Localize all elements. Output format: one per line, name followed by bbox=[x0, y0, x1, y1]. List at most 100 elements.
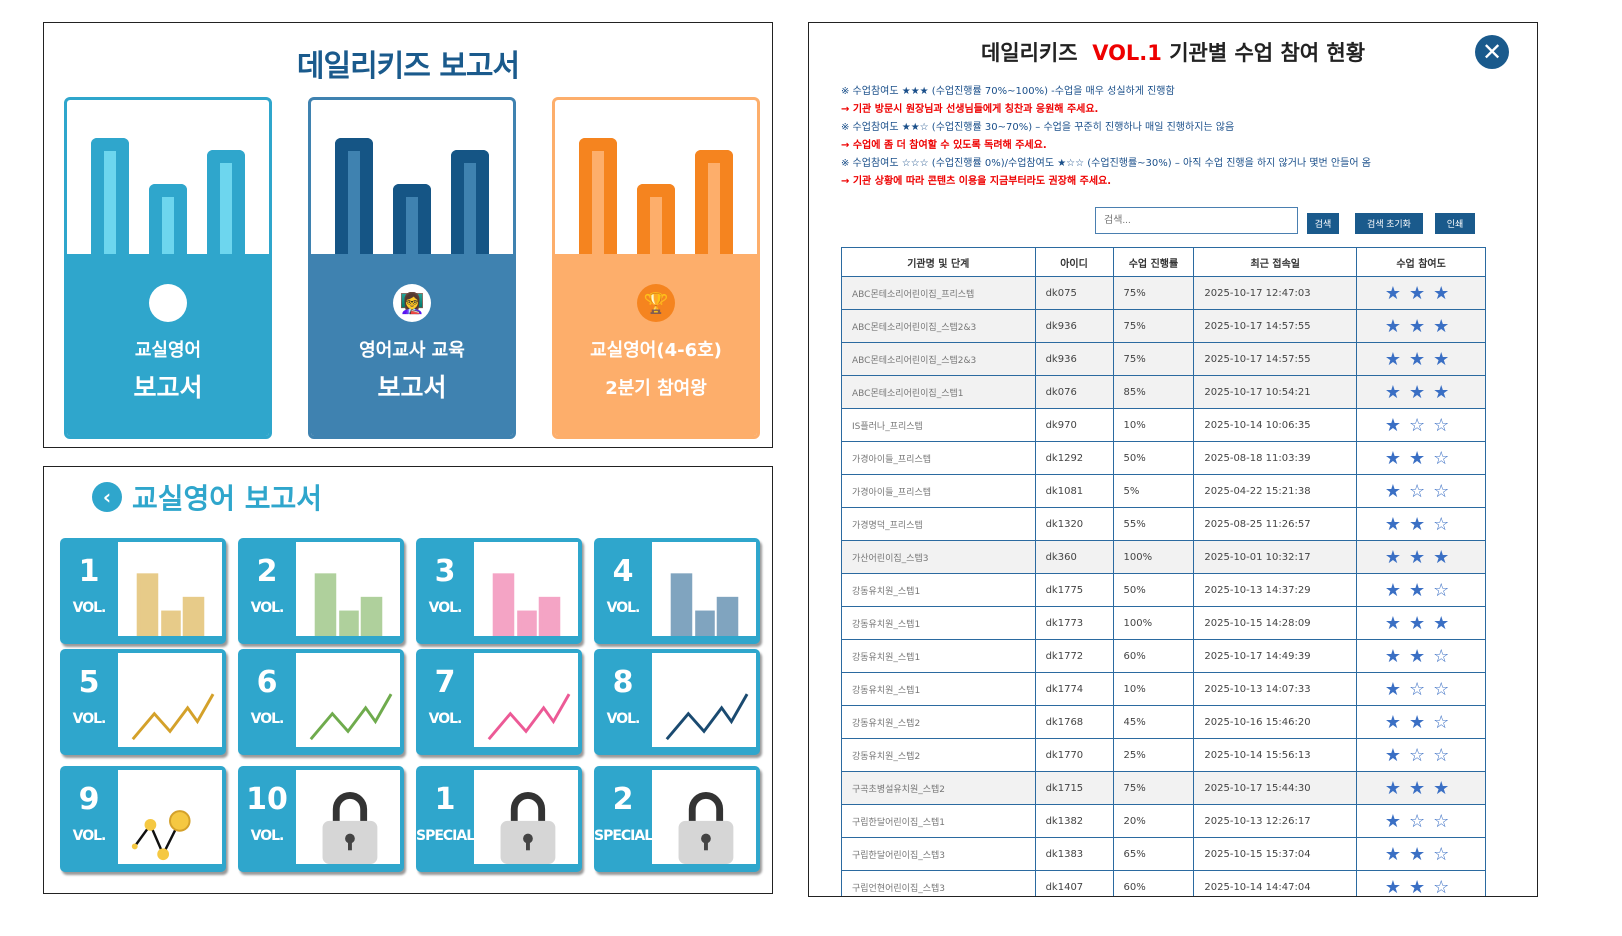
star-filled-icon: ★ bbox=[1408, 447, 1434, 469]
column-header[interactable]: 최근 접속일 bbox=[1193, 247, 1358, 277]
star-empty-icon: ☆ bbox=[1408, 678, 1434, 700]
volume-tile[interactable]: 8 VOL. bbox=[594, 649, 760, 755]
progress: 85% bbox=[1112, 375, 1195, 409]
line-chart-icon bbox=[296, 653, 400, 747]
institution-name: 강동유치원_스텝2 bbox=[841, 738, 1036, 772]
search-input[interactable] bbox=[1095, 207, 1298, 234]
card-label-line2: 2분기 참여왕 bbox=[605, 378, 707, 399]
last-access: 2025-10-15 14:28:09 bbox=[1193, 606, 1358, 640]
participation-stars: ★☆☆ bbox=[1356, 474, 1486, 508]
star-filled-icon: ★ bbox=[1384, 282, 1409, 304]
tile-label: VOL. bbox=[606, 600, 641, 616]
reset-search-button[interactable]: 검색 초기화 bbox=[1355, 213, 1423, 234]
report-card[interactable]: 🖥 교실영어 보고서 bbox=[64, 97, 272, 439]
institution-name: ABC몬테소리어린이집_스텝2&3 bbox=[841, 309, 1036, 343]
star-filled-icon: ★ bbox=[1433, 546, 1458, 568]
volume-tile[interactable]: 2 VOL. bbox=[238, 538, 404, 644]
star-filled-icon: ★ bbox=[1384, 876, 1409, 897]
institution-name: 구립한달어린이집_스텝3 bbox=[841, 837, 1036, 871]
star-filled-icon: ★ bbox=[1384, 777, 1409, 799]
volume-tile[interactable]: 4 VOL. bbox=[594, 538, 760, 644]
bar-chart-icon bbox=[474, 542, 578, 636]
tile-number: 3 bbox=[434, 554, 456, 589]
bar-chart-icon bbox=[118, 542, 222, 636]
card-label-line2: 보고서 bbox=[377, 373, 447, 402]
lock-icon bbox=[652, 770, 756, 864]
institution-name: 구립한달어린이집_스텝1 bbox=[841, 804, 1036, 838]
note-criteria: ※ 수업참여도 ★★★ (수업진행률 70%~100%) -수업을 매우 성실하… bbox=[841, 86, 1175, 97]
back-chevron-icon[interactable]: ‹ bbox=[92, 482, 122, 512]
participation-stars: ★★☆ bbox=[1356, 705, 1486, 739]
star-filled-icon: ★ bbox=[1408, 513, 1434, 535]
status-title: 데일리키즈 VOL.1 기관별 수업 참여 현황 bbox=[809, 37, 1537, 67]
star-empty-icon: ☆ bbox=[1433, 711, 1458, 733]
table-row: 구곡초병설유치원_스텝2 dk1715 75% 2025-10-17 15:44:30… bbox=[841, 771, 1486, 805]
institution-name: 구립언현어린이집_스텝3 bbox=[841, 870, 1036, 896]
progress: 60% bbox=[1112, 870, 1195, 896]
table-row: 가산어린이집_스텝3 dk360 100% 2025-10-01 10:32:17 ★★… bbox=[841, 540, 1486, 574]
progress: 55% bbox=[1112, 507, 1195, 541]
star-filled-icon: ★ bbox=[1408, 546, 1434, 568]
progress: 25% bbox=[1112, 738, 1195, 772]
participation-stars: ★★★ bbox=[1356, 309, 1486, 343]
search-button[interactable]: 검색 bbox=[1307, 213, 1339, 234]
last-access: 2025-10-17 10:54:21 bbox=[1193, 375, 1358, 409]
title-suffix: 기관별 수업 참여 현황 bbox=[1169, 41, 1366, 65]
volume-tile[interactable]: 1 VOL. bbox=[60, 538, 226, 644]
close-icon[interactable]: ✕ bbox=[1475, 35, 1509, 69]
user-id: dk1772 bbox=[1034, 639, 1114, 673]
star-filled-icon: ★ bbox=[1384, 744, 1409, 766]
star-filled-icon: ★ bbox=[1384, 414, 1409, 436]
tile-number: 6 bbox=[256, 665, 278, 700]
institution-name: 강동유치원_스텝1 bbox=[841, 573, 1036, 607]
bar bbox=[91, 138, 129, 254]
last-access: 2025-10-14 14:47:04 bbox=[1193, 870, 1358, 896]
column-header[interactable]: 수업 진행률 bbox=[1112, 247, 1195, 277]
user-id: dk1320 bbox=[1034, 507, 1114, 541]
star-filled-icon: ★ bbox=[1408, 282, 1434, 304]
tile-label: VOL. bbox=[428, 600, 463, 616]
star-empty-icon: ☆ bbox=[1408, 480, 1434, 502]
table-row: 강동유치원_스텝1 dk1775 50% 2025-10-13 14:37:29 ★★☆ bbox=[841, 573, 1486, 607]
bar bbox=[335, 138, 373, 254]
progress: 45% bbox=[1112, 705, 1195, 739]
bar-chart-icon bbox=[652, 542, 756, 636]
tile-label: VOL. bbox=[428, 711, 463, 727]
section-header: ‹ 교실영어 보고서 bbox=[92, 477, 322, 517]
bar-chart-graphic bbox=[555, 100, 757, 254]
star-empty-icon: ☆ bbox=[1408, 744, 1434, 766]
bar-chart-graphic bbox=[311, 100, 513, 254]
column-header[interactable]: 아이디 bbox=[1034, 247, 1114, 277]
table-row: ABC몬테소리어린이집_스텝1 dk076 85% 2025-10-17 10:54:… bbox=[841, 375, 1486, 409]
volume-tile[interactable]: 10 VOL. bbox=[238, 766, 404, 872]
volume-tile[interactable]: 7 VOL. bbox=[416, 649, 582, 755]
volume-tile[interactable]: 5 VOL. bbox=[60, 649, 226, 755]
report-home-panel: 데일리키즈 보고서 🖥 교실영어 보고서 👩‍🏫 영어교사 교육 보고서 🏆 교실영어(4-6… bbox=[43, 22, 773, 448]
volume-tile[interactable]: 1 SPECIAL bbox=[416, 766, 582, 872]
user-id: dk1768 bbox=[1034, 705, 1114, 739]
report-card[interactable]: 🏆 교실영어(4-6호) 2분기 참여왕 bbox=[552, 97, 760, 439]
bar bbox=[451, 150, 489, 254]
tile-label: VOL. bbox=[606, 711, 641, 727]
participation-stars: ★☆☆ bbox=[1356, 738, 1486, 772]
progress: 50% bbox=[1112, 441, 1195, 475]
tile-label: VOL. bbox=[72, 600, 107, 616]
volume-tile[interactable]: 6 VOL. bbox=[238, 649, 404, 755]
progress: 65% bbox=[1112, 837, 1195, 871]
volume-tile[interactable]: 3 VOL. bbox=[416, 538, 582, 644]
volume-tile[interactable]: 9 VOL. bbox=[60, 766, 226, 872]
column-header[interactable]: 수업 참여도 bbox=[1356, 247, 1486, 277]
tile-number: 9 bbox=[78, 782, 100, 817]
column-header[interactable]: 기관명 및 단계 bbox=[841, 247, 1036, 277]
star-filled-icon: ★ bbox=[1384, 513, 1409, 535]
report-card[interactable]: 👩‍🏫 영어교사 교육 보고서 bbox=[308, 97, 516, 439]
user-id: dk076 bbox=[1034, 375, 1114, 409]
last-access: 2025-10-17 14:49:39 bbox=[1193, 639, 1358, 673]
star-filled-icon: ★ bbox=[1408, 579, 1434, 601]
last-access: 2025-10-13 14:37:29 bbox=[1193, 573, 1358, 607]
last-access: 2025-10-17 12:47:03 bbox=[1193, 276, 1358, 310]
last-access: 2025-10-14 15:56:13 bbox=[1193, 738, 1358, 772]
volume-tile[interactable]: 2 SPECIAL bbox=[594, 766, 760, 872]
table-row: ABC몬테소리어린이집_스텝2&3 dk936 75% 2025-10-17 14:5… bbox=[841, 342, 1486, 376]
print-button[interactable]: 인쇄 bbox=[1435, 213, 1475, 234]
